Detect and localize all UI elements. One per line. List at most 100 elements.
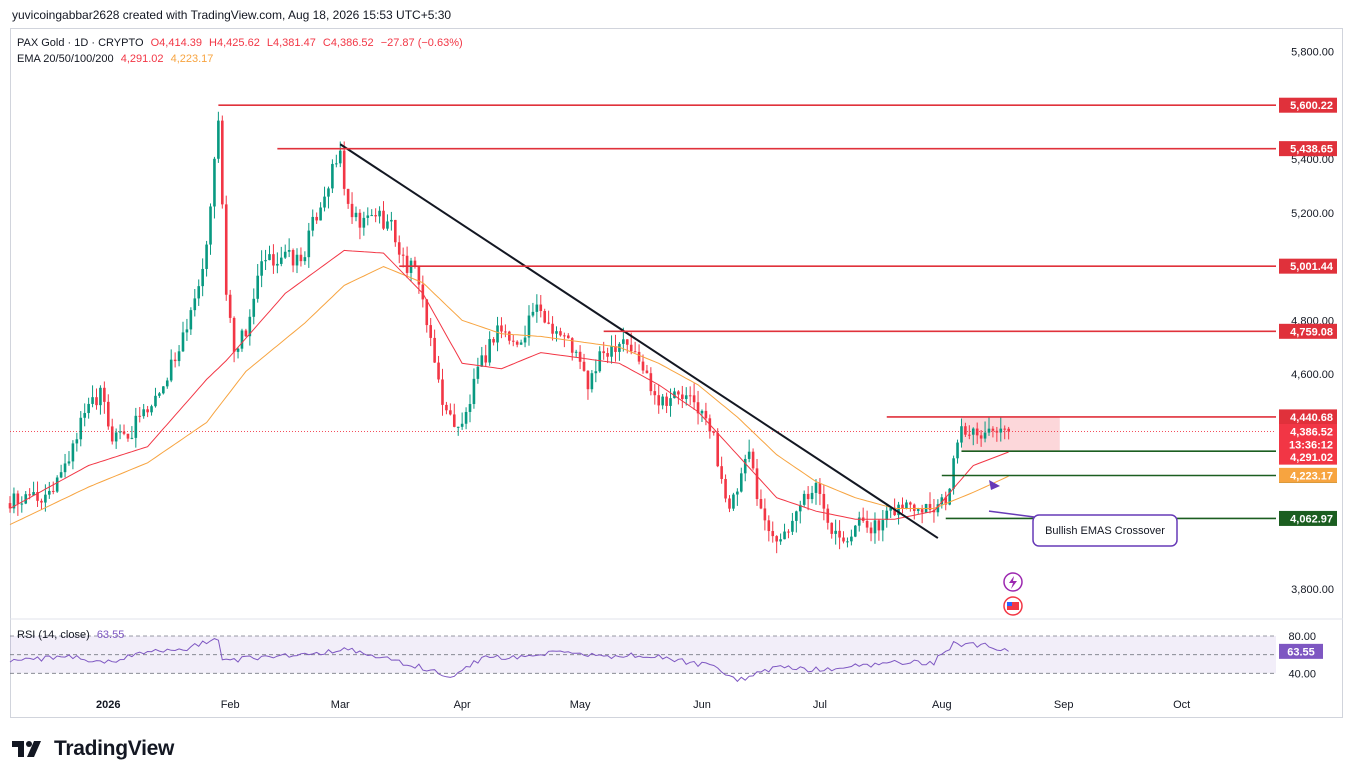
candle-body bbox=[36, 492, 39, 501]
candle-body bbox=[437, 362, 440, 380]
candle-body bbox=[916, 509, 920, 511]
candle-body bbox=[138, 415, 142, 417]
y-axis-tick-label: 5,400.00 bbox=[1291, 154, 1334, 166]
candle-body bbox=[610, 346, 613, 357]
candle-body bbox=[869, 527, 873, 534]
candle-body bbox=[315, 216, 318, 221]
candle-body bbox=[63, 463, 67, 473]
ema-legend: EMA 20/50/100/200 4,291.02 4,223.17 bbox=[17, 53, 217, 65]
candle-body bbox=[118, 431, 122, 433]
candle-body bbox=[40, 500, 43, 503]
candle-body bbox=[354, 212, 358, 218]
candle-body bbox=[791, 520, 794, 532]
candle-body bbox=[224, 204, 228, 295]
candle-body bbox=[464, 411, 468, 424]
candle-body bbox=[256, 275, 259, 299]
candle-body bbox=[134, 415, 138, 438]
candle-body bbox=[413, 260, 417, 267]
candle-body bbox=[480, 355, 484, 367]
candle-body bbox=[421, 284, 425, 300]
candle-body bbox=[551, 323, 554, 334]
tradingview-logo[interactable]: TradingView bbox=[12, 737, 174, 761]
price-tag-label: 4,223.17 bbox=[1290, 470, 1333, 482]
ema-value-slow: 4,223.17 bbox=[170, 53, 214, 65]
symbol-name: PAX Gold · 1D · CRYPTO bbox=[17, 37, 144, 49]
candle-body bbox=[975, 428, 979, 436]
callout-arrowhead bbox=[989, 480, 1000, 490]
candle-body bbox=[633, 351, 637, 353]
candle-body bbox=[779, 539, 782, 542]
candle-body bbox=[217, 120, 220, 159]
candle-body bbox=[429, 325, 432, 338]
price-tag-label: 4,062.97 bbox=[1290, 513, 1333, 525]
candle-body bbox=[327, 188, 330, 197]
candle-body bbox=[390, 219, 393, 222]
x-axis-tick-label: Aug bbox=[932, 699, 952, 711]
brand-name: TradingView bbox=[54, 737, 175, 760]
candle-body bbox=[331, 163, 334, 189]
y-axis-tick-label: 5,200.00 bbox=[1291, 208, 1334, 220]
candle-body bbox=[441, 379, 444, 405]
candle-body bbox=[8, 503, 12, 509]
candle-body bbox=[252, 298, 256, 317]
candle-body bbox=[193, 298, 197, 311]
candle-body bbox=[661, 396, 664, 406]
candle-body bbox=[307, 230, 311, 258]
candle-body bbox=[570, 338, 574, 353]
candle-body bbox=[397, 242, 401, 255]
candle-body bbox=[578, 351, 582, 362]
candle-body bbox=[755, 468, 759, 500]
candle-body bbox=[519, 342, 523, 345]
callout-box bbox=[1032, 514, 1178, 547]
candle-body bbox=[582, 361, 586, 371]
candle-body bbox=[189, 310, 193, 330]
candle-body bbox=[586, 370, 590, 390]
price-tag-box bbox=[1279, 409, 1337, 425]
candle-body bbox=[826, 508, 830, 523]
x-axis-tick-label: May bbox=[570, 699, 591, 711]
candle-body bbox=[523, 337, 527, 343]
rsi-value-label: 63.55 bbox=[1287, 646, 1315, 658]
candle-body bbox=[834, 530, 837, 534]
candle-body bbox=[964, 426, 967, 435]
candle-body bbox=[971, 428, 975, 435]
price-tag-box bbox=[1279, 97, 1337, 113]
candle-body bbox=[346, 188, 350, 204]
candle-body bbox=[948, 488, 951, 505]
candle-body bbox=[814, 482, 818, 493]
candle-body bbox=[425, 299, 429, 326]
candle-body bbox=[244, 330, 248, 337]
candle-body bbox=[445, 404, 448, 411]
candle-body bbox=[500, 325, 503, 332]
candle-body bbox=[747, 451, 751, 459]
candle-body bbox=[767, 520, 771, 532]
price-tag-box bbox=[1279, 141, 1337, 157]
candle-body bbox=[130, 437, 134, 439]
candle-body bbox=[75, 439, 79, 444]
candle-body bbox=[795, 511, 798, 521]
candle-body bbox=[99, 387, 102, 406]
candle-body bbox=[771, 531, 775, 537]
candle-body bbox=[342, 150, 346, 189]
candle-body bbox=[810, 492, 814, 500]
tradingview-logo-icon bbox=[12, 741, 41, 757]
x-axis-tick-label: Mar bbox=[331, 699, 350, 711]
candle-body bbox=[279, 257, 283, 264]
candle-body bbox=[838, 530, 841, 538]
candle-body bbox=[574, 351, 578, 353]
candle-body bbox=[221, 120, 224, 205]
y-axis-tick-label: 4,600.00 bbox=[1291, 369, 1334, 381]
candle-body bbox=[240, 330, 244, 349]
x-axis-tick-label: Feb bbox=[221, 699, 240, 711]
candle-body bbox=[452, 414, 456, 427]
candle-body bbox=[350, 203, 354, 218]
candle-body bbox=[539, 304, 543, 311]
price-tag-box bbox=[1279, 510, 1337, 526]
candle-body bbox=[511, 340, 515, 342]
price-tag-box bbox=[1279, 323, 1337, 339]
candle-body bbox=[716, 432, 720, 467]
candle-body bbox=[629, 344, 633, 352]
candle-body bbox=[433, 337, 436, 363]
candle-body bbox=[787, 531, 790, 533]
